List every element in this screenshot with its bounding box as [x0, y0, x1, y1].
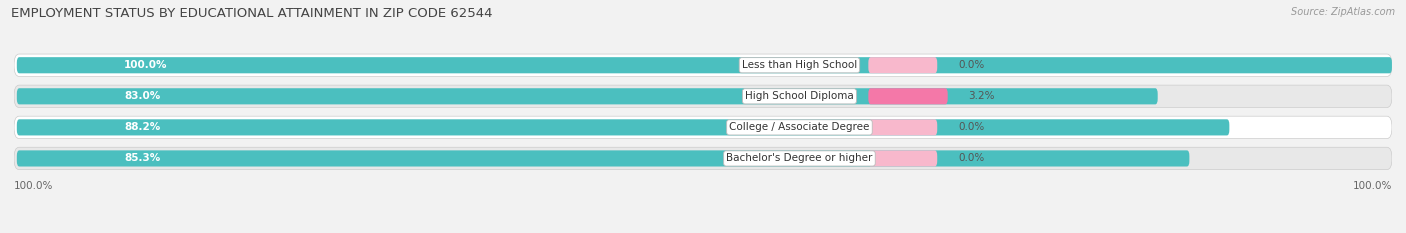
- FancyBboxPatch shape: [17, 88, 1157, 104]
- Text: Bachelor's Degree or higher: Bachelor's Degree or higher: [727, 154, 873, 163]
- Text: College / Associate Degree: College / Associate Degree: [730, 122, 870, 132]
- Text: Less than High School: Less than High School: [742, 60, 858, 70]
- Text: 100.0%: 100.0%: [1353, 181, 1392, 191]
- FancyBboxPatch shape: [17, 150, 1189, 167]
- Text: EMPLOYMENT STATUS BY EDUCATIONAL ATTAINMENT IN ZIP CODE 62544: EMPLOYMENT STATUS BY EDUCATIONAL ATTAINM…: [11, 7, 492, 20]
- FancyBboxPatch shape: [869, 150, 938, 167]
- FancyBboxPatch shape: [17, 57, 1392, 73]
- Text: 83.0%: 83.0%: [124, 91, 160, 101]
- FancyBboxPatch shape: [869, 57, 938, 73]
- Text: 100.0%: 100.0%: [14, 181, 53, 191]
- Text: 0.0%: 0.0%: [957, 60, 984, 70]
- FancyBboxPatch shape: [14, 116, 1392, 139]
- FancyBboxPatch shape: [17, 119, 1229, 135]
- Text: High School Diploma: High School Diploma: [745, 91, 853, 101]
- Text: 0.0%: 0.0%: [957, 122, 984, 132]
- FancyBboxPatch shape: [869, 119, 938, 135]
- FancyBboxPatch shape: [869, 88, 948, 104]
- Text: 85.3%: 85.3%: [124, 154, 160, 163]
- FancyBboxPatch shape: [14, 147, 1392, 170]
- Text: 3.2%: 3.2%: [969, 91, 995, 101]
- Text: Source: ZipAtlas.com: Source: ZipAtlas.com: [1291, 7, 1395, 17]
- Text: 100.0%: 100.0%: [124, 60, 167, 70]
- FancyBboxPatch shape: [14, 85, 1392, 107]
- Text: 0.0%: 0.0%: [957, 154, 984, 163]
- FancyBboxPatch shape: [14, 54, 1392, 76]
- Text: 88.2%: 88.2%: [124, 122, 160, 132]
